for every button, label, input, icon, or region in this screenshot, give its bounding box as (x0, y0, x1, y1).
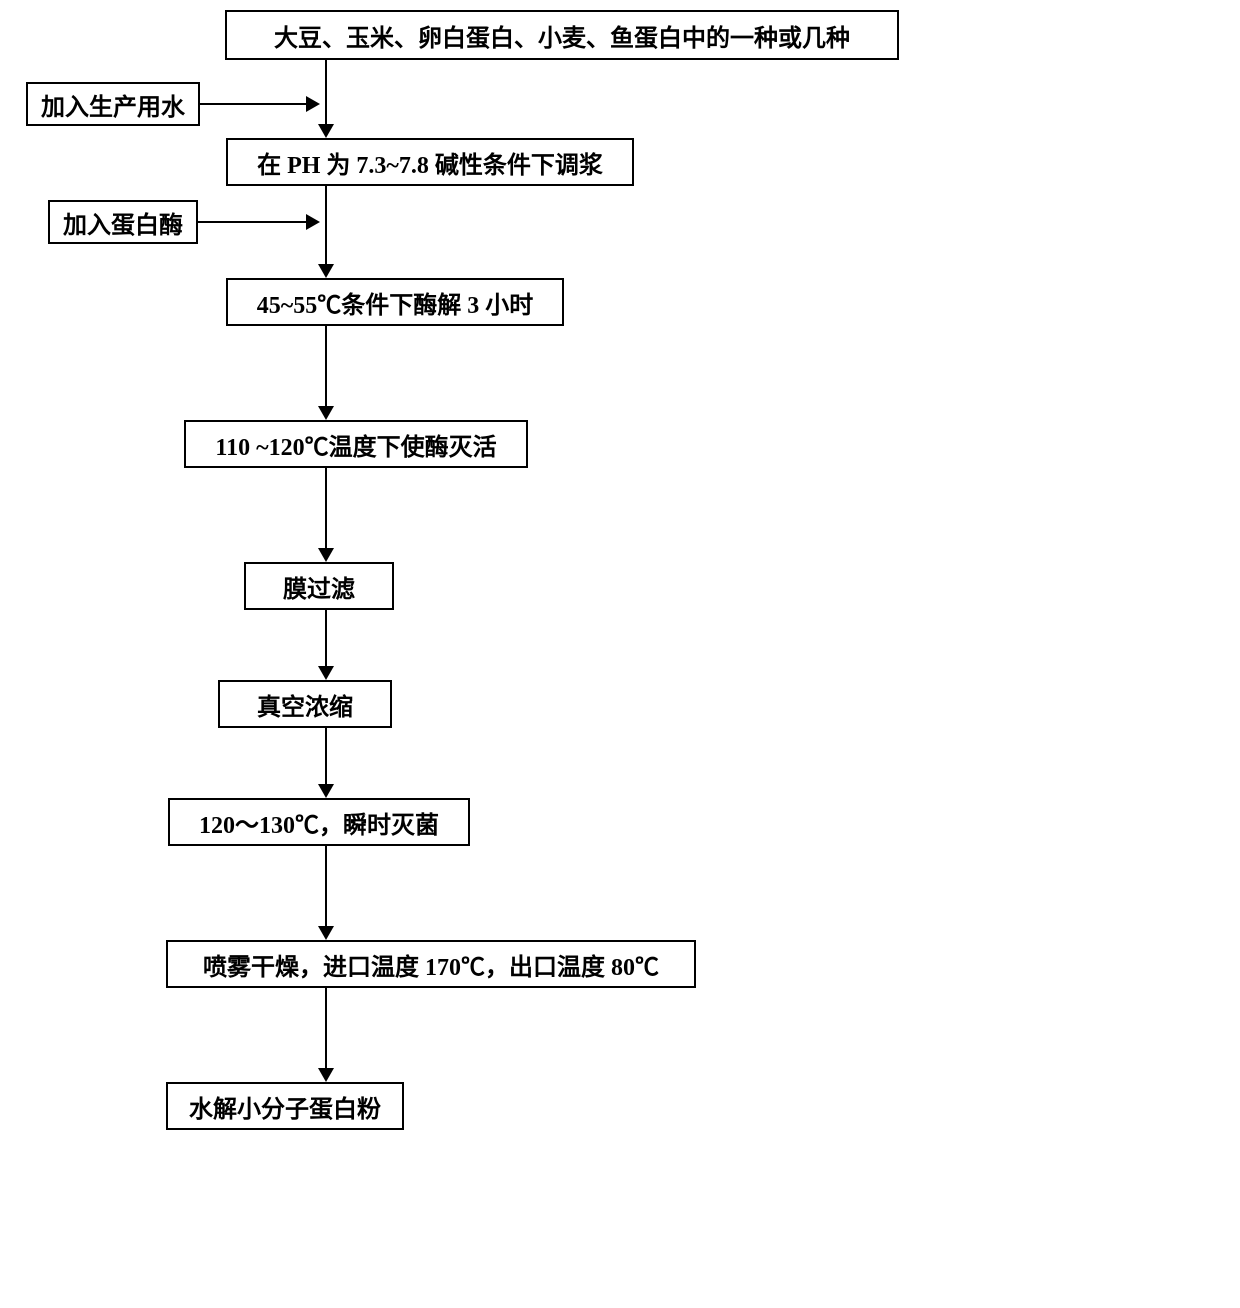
node-sterilize: 120～130℃，瞬时灭菌 (168, 798, 470, 846)
arrow-down-icon (325, 186, 327, 276)
node-membrane-filter: 膜过滤 (244, 562, 394, 610)
node-add-water: 加入生产用水 (26, 82, 200, 126)
node-enzyme-inactivation: 110 ~120℃温度下使酶灭活 (184, 420, 528, 468)
node-add-protease: 加入蛋白酶 (48, 200, 198, 244)
node-enzymolysis: 45~55℃条件下酶解 3 小时 (226, 278, 564, 326)
arrow-down-icon (325, 326, 327, 418)
arrow-down-icon (325, 988, 327, 1080)
arrow-right-icon (198, 221, 318, 223)
arrow-down-icon (325, 468, 327, 560)
node-source-materials: 大豆、玉米、卵白蛋白、小麦、鱼蛋白中的一种或几种 (225, 10, 899, 60)
node-product: 水解小分子蛋白粉 (166, 1082, 404, 1130)
node-vacuum-concentrate: 真空浓缩 (218, 680, 392, 728)
arrow-down-icon (325, 610, 327, 678)
node-spray-dry: 喷雾干燥，进口温度 170℃，出口温度 80℃ (166, 940, 696, 988)
arrow-down-icon (325, 846, 327, 938)
node-ph-slurry: 在 PH 为 7.3~7.8 碱性条件下调浆 (226, 138, 634, 186)
arrow-down-icon (325, 60, 327, 136)
arrow-right-icon (200, 103, 318, 105)
arrow-down-icon (325, 728, 327, 796)
